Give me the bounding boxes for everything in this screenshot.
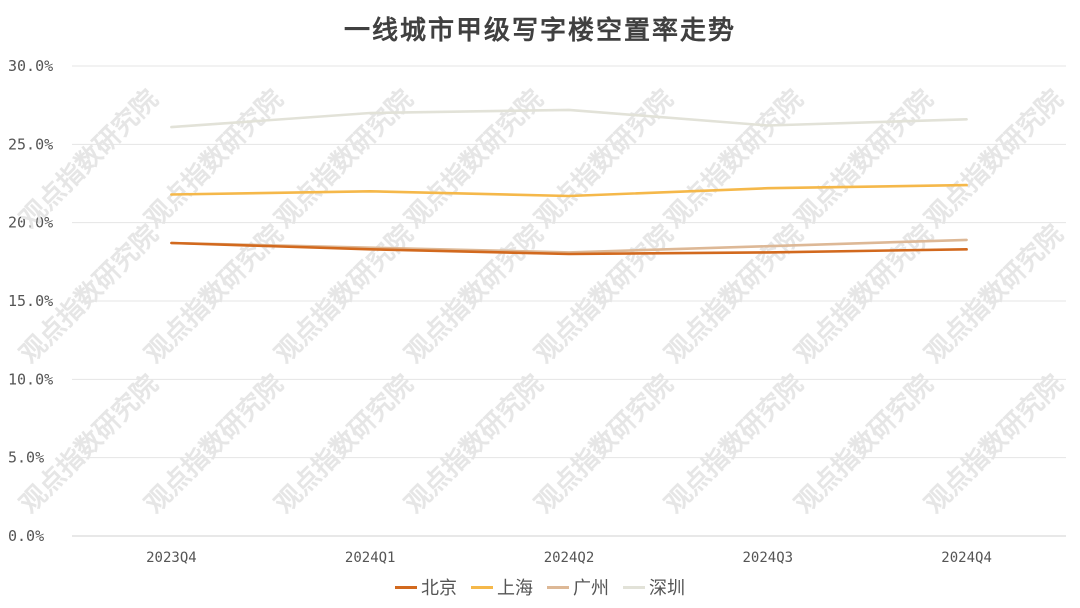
watermark-text: 观点指数研究院 xyxy=(789,369,940,520)
legend-item-1: 上海 xyxy=(471,574,533,600)
y-tick-label: 25.0% xyxy=(8,135,53,153)
watermark-text: 观点指数研究院 xyxy=(269,369,420,520)
legend-label: 深圳 xyxy=(649,578,685,599)
watermark-text: 观点指数研究院 xyxy=(269,219,420,370)
y-tick-label: 20.0% xyxy=(8,214,53,232)
y-tick-label: 0.0% xyxy=(8,527,44,545)
series-line-1 xyxy=(170,183,968,198)
legend-item-0: 北京 xyxy=(395,574,457,600)
watermark-text: 观点指数研究院 xyxy=(399,369,550,520)
legend-swatch xyxy=(623,585,645,589)
watermark-text: 观点指数研究院 xyxy=(919,369,1070,520)
y-tick-label: 15.0% xyxy=(8,292,53,310)
watermark-text: 观点指数研究院 xyxy=(529,369,680,520)
watermark-text: 观点指数研究院 xyxy=(789,84,940,235)
legend-label: 广州 xyxy=(573,578,609,599)
chart-legend: 北京 上海 广州 深圳 xyxy=(0,574,1080,600)
x-tick-label: 2024Q1 xyxy=(345,550,396,566)
y-tick-label: 5.0% xyxy=(8,449,44,467)
legend-item-2: 广州 xyxy=(547,574,609,600)
line-chart: 0.0% 5.0% 10.0% 15.0% 20.0% 25.0% 30.0% 2023Q4 2… xyxy=(8,57,1070,566)
legend-swatch xyxy=(547,585,569,589)
series-line-0 xyxy=(170,241,968,256)
chart-title: 一线城市甲级写字楼空置率走势 xyxy=(343,16,736,46)
watermark-text: 观点指数研究院 xyxy=(269,84,420,235)
y-tick-label: 30.0% xyxy=(8,57,53,75)
x-tick-label: 2023Q4 xyxy=(146,550,197,566)
watermark-text: 观点指数研究院 xyxy=(399,84,550,235)
watermark-text: 观点指数研究院 xyxy=(919,84,1070,235)
x-tick-label: 2024Q3 xyxy=(743,550,794,566)
legend-label: 上海 xyxy=(497,578,533,599)
legend-label: 北京 xyxy=(421,578,457,599)
legend-swatch xyxy=(395,585,417,589)
y-tick-label: 10.0% xyxy=(8,370,53,388)
legend-swatch xyxy=(471,585,493,589)
watermark-text: 观点指数研究院 xyxy=(529,84,680,235)
watermark-text: 观点指数研究院 xyxy=(659,369,810,520)
x-tick-label: 2024Q4 xyxy=(941,550,992,566)
watermark-text: 观点指数研究院 xyxy=(659,219,810,370)
legend-item-3: 深圳 xyxy=(623,574,685,600)
watermark-text: 观点指数研究院 xyxy=(399,219,550,370)
x-tick-label: 2024Q2 xyxy=(544,550,595,566)
series-line-3 xyxy=(170,108,968,129)
watermark-text: 观点指数研究院 xyxy=(659,84,810,235)
watermark-text: 观点指数研究院 xyxy=(529,219,680,370)
